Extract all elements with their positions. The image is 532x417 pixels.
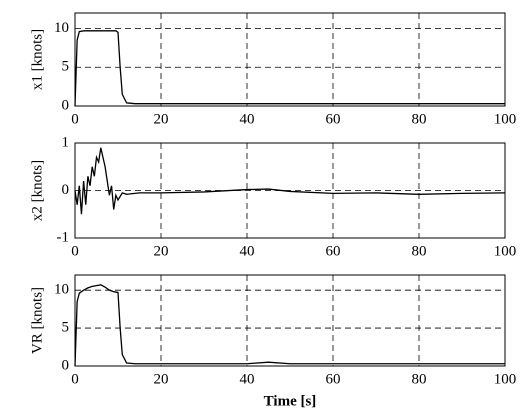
y-tick-label: 10 bbox=[54, 282, 69, 298]
data-line bbox=[74, 147, 506, 215]
x-tick-label: 100 bbox=[494, 243, 517, 259]
x-tick-label: 40 bbox=[240, 371, 255, 387]
axes-frame bbox=[74, 12, 506, 107]
y-tick-label: 5 bbox=[62, 59, 70, 75]
y-tick-label: 10 bbox=[54, 20, 69, 36]
x-tick-label: 60 bbox=[326, 111, 341, 127]
x-tick-label: 0 bbox=[71, 111, 79, 127]
y-tick-label: 0 bbox=[62, 357, 70, 373]
x-tick-label: 0 bbox=[71, 243, 79, 259]
y-tick-label: 1 bbox=[62, 134, 70, 150]
x-tick-label: 0 bbox=[71, 371, 79, 387]
x-tick-label: 80 bbox=[412, 111, 427, 127]
y-axis-label: VR [knots] bbox=[29, 287, 45, 354]
x-tick-label: 80 bbox=[412, 243, 427, 259]
x-tick-label: 40 bbox=[240, 111, 255, 127]
x-tick-label: 60 bbox=[326, 371, 341, 387]
x-tick-label: 100 bbox=[494, 371, 517, 387]
x-tick-label: 20 bbox=[154, 111, 169, 127]
x-tick-label: 60 bbox=[326, 243, 341, 259]
x-tick-label: 40 bbox=[240, 243, 255, 259]
y-axis-label: x1 [knots] bbox=[29, 29, 45, 90]
y-tick-label: -1 bbox=[57, 229, 70, 245]
x-tick-label: 80 bbox=[412, 371, 427, 387]
x-axis-label: Time [s] bbox=[264, 393, 317, 409]
y-tick-label: 0 bbox=[62, 97, 70, 113]
y-tick-label: 0 bbox=[62, 182, 70, 198]
axes-frame bbox=[74, 274, 506, 367]
x-tick-label: 20 bbox=[154, 371, 169, 387]
y-axis-label: x2 [knots] bbox=[29, 160, 45, 221]
data-line bbox=[74, 284, 505, 367]
x-tick-label: 100 bbox=[494, 111, 517, 127]
y-tick-label: 5 bbox=[62, 320, 70, 336]
data-line bbox=[74, 30, 505, 107]
x-tick-label: 20 bbox=[154, 243, 169, 259]
